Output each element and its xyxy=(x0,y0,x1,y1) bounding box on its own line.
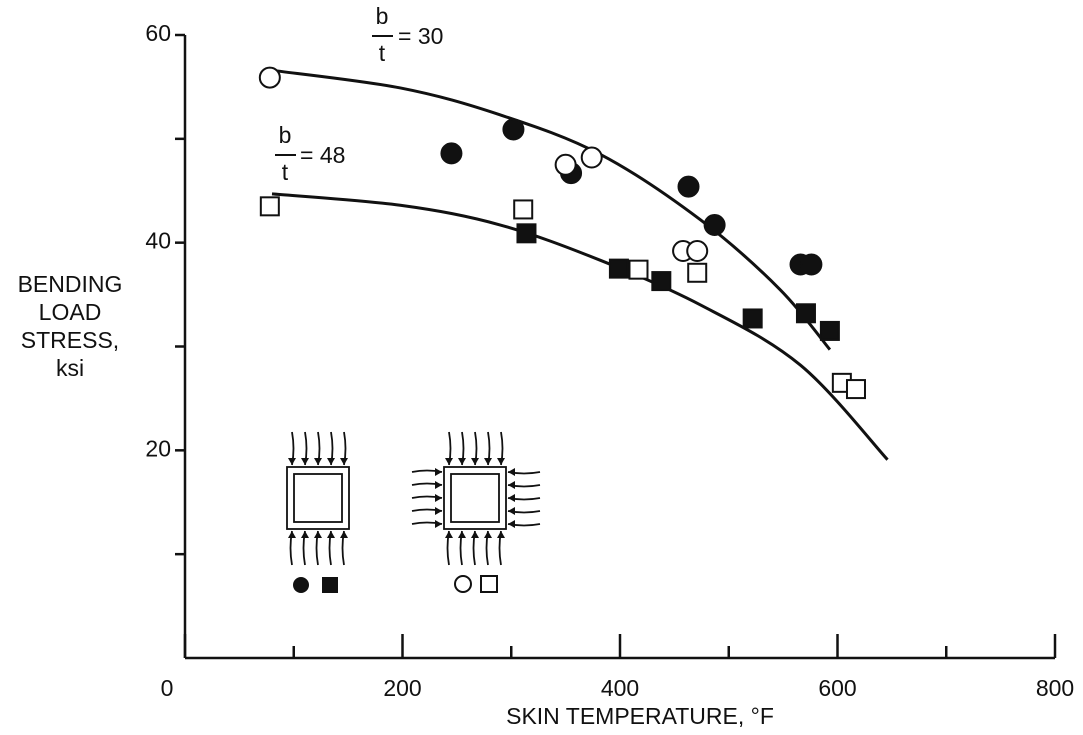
arrow-head xyxy=(471,531,479,538)
label-denominator: t xyxy=(379,40,386,66)
arrow-head xyxy=(508,507,515,515)
arrow-head xyxy=(445,531,453,538)
arrow-head xyxy=(435,507,442,515)
panel-outer xyxy=(443,466,507,530)
arrow-head xyxy=(458,458,466,465)
point xyxy=(845,379,866,400)
point xyxy=(516,223,537,244)
arrow-head xyxy=(471,458,479,465)
arrow-head xyxy=(327,531,335,538)
point xyxy=(742,308,763,329)
y-tick-label: 20 xyxy=(145,435,171,461)
point xyxy=(687,262,708,283)
point xyxy=(795,303,816,324)
arrow-head xyxy=(508,481,515,489)
point xyxy=(440,142,463,165)
arrow-head xyxy=(484,531,492,538)
arrow-head xyxy=(288,458,296,465)
arrow-head xyxy=(435,494,442,502)
x-tick-label: 400 xyxy=(601,675,639,701)
legend-marker xyxy=(480,575,498,593)
arrow-head xyxy=(314,458,322,465)
legend-marker xyxy=(322,577,338,593)
arrow-head xyxy=(340,531,348,538)
y-tick-label: 40 xyxy=(145,228,171,254)
point xyxy=(554,153,577,176)
label-numerator: b xyxy=(279,122,292,148)
arrow-head xyxy=(497,458,505,465)
arrow-head xyxy=(508,494,515,502)
curve xyxy=(271,192,889,461)
arrow-head xyxy=(288,531,296,538)
point xyxy=(259,196,280,217)
panel-inner xyxy=(450,473,500,523)
curve xyxy=(271,68,832,351)
x-tick-label: 200 xyxy=(383,675,421,701)
x-axis-label: SKIN TEMPERATURE, °F xyxy=(506,703,774,729)
legend-marker xyxy=(293,577,309,593)
point xyxy=(513,199,534,220)
arrow-head xyxy=(435,520,442,528)
arrow-head xyxy=(445,458,453,465)
y-label-line: ksi xyxy=(56,355,84,381)
point xyxy=(677,175,700,198)
point xyxy=(651,271,672,292)
legend-marker xyxy=(454,575,472,593)
panel-inner xyxy=(293,473,343,523)
y-axis-label: BENDING LOAD STRESS, ksi xyxy=(18,271,123,381)
arrow-head xyxy=(458,531,466,538)
point xyxy=(703,214,726,237)
y-tick-label: 60 xyxy=(145,20,171,46)
panel-outer xyxy=(286,466,350,530)
arrow-head xyxy=(484,458,492,465)
x-tick-label: 0 xyxy=(161,675,174,701)
x-tick-label: 600 xyxy=(818,675,856,701)
load-sketch xyxy=(286,431,541,593)
curve-label: b t = 30 xyxy=(372,3,443,66)
point xyxy=(800,253,823,276)
point xyxy=(258,66,281,89)
point xyxy=(608,258,629,279)
point xyxy=(819,320,840,341)
curve-label: b t = 48 xyxy=(275,122,345,185)
arrow-head xyxy=(340,458,348,465)
label-text: = 30 xyxy=(398,23,443,49)
label-numerator: b xyxy=(376,3,389,29)
arrow-head xyxy=(435,481,442,489)
arrow-head xyxy=(508,468,515,476)
arrow-head xyxy=(435,468,442,476)
point xyxy=(502,118,525,141)
label-denominator: t xyxy=(282,159,289,185)
y-label-line: STRESS, xyxy=(21,327,119,353)
arrow-head xyxy=(314,531,322,538)
x-tick-label: 800 xyxy=(1036,675,1074,701)
point xyxy=(628,259,649,280)
arrow-head xyxy=(301,458,309,465)
arrow-head xyxy=(327,458,335,465)
arrow-head xyxy=(508,520,515,528)
arrow-head xyxy=(301,531,309,538)
y-label-line: LOAD xyxy=(39,299,102,325)
label-text: = 48 xyxy=(300,142,345,168)
point xyxy=(686,239,709,262)
point xyxy=(580,146,603,169)
y-label-line: BENDING xyxy=(18,271,123,297)
arrow-head xyxy=(497,531,505,538)
